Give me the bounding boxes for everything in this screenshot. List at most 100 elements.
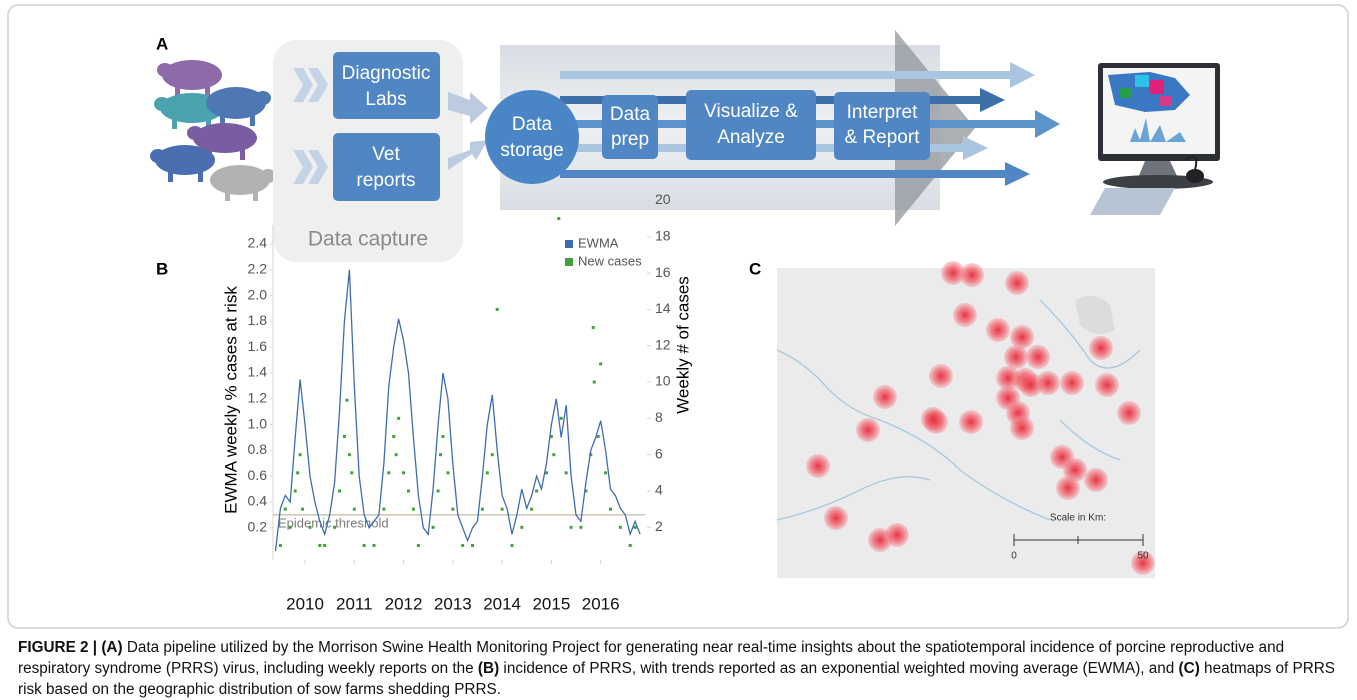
y-tick-label: 1.4 (248, 364, 268, 380)
computer-icon-part (1135, 75, 1149, 87)
case-point (579, 526, 582, 529)
heat-spot (1060, 371, 1084, 395)
y2-tick-label: 16 (655, 264, 671, 280)
pig-group-part-part (154, 97, 170, 111)
heat-spot (953, 303, 977, 327)
heat-spot (1117, 401, 1141, 425)
case-point (441, 435, 444, 438)
y2-tick-label: 20 (655, 191, 671, 207)
heat-spot (824, 506, 848, 530)
computer-icon-part (1186, 169, 1204, 183)
case-point (570, 526, 573, 529)
output-arrows-part (980, 88, 1005, 112)
case-point (323, 544, 326, 547)
case-point (299, 453, 302, 456)
case-point (343, 435, 346, 438)
computer-icon-part (1160, 96, 1172, 106)
x-tick-label: 2010 (286, 594, 324, 613)
x-tick-label: 2014 (483, 594, 521, 613)
heat-spot (960, 263, 984, 287)
case-point (481, 508, 484, 511)
case-point (333, 526, 336, 529)
case-point (530, 508, 533, 511)
pig-group-part-part (175, 84, 180, 96)
computer-icon-part (1120, 88, 1132, 98)
output-arrows-part (1005, 162, 1030, 186)
case-point (338, 489, 341, 492)
case-point (486, 471, 489, 474)
case-point (451, 508, 454, 511)
output-arrows-part (1035, 110, 1060, 138)
y2-axis-title: Weekly # of cases (673, 276, 692, 414)
case-point (402, 471, 405, 474)
case-point (597, 435, 600, 438)
heat-spot (959, 410, 983, 434)
y-tick-label: 1.6 (248, 338, 268, 354)
case-point (461, 544, 464, 547)
computer-icon-part (1150, 80, 1164, 94)
source-label-part: Labs (365, 89, 406, 110)
storage-label-part: Data (512, 114, 553, 135)
case-point (557, 217, 560, 220)
heat-spot (856, 418, 880, 442)
y-tick-label: 0.4 (248, 493, 268, 509)
case-point (609, 508, 612, 511)
case-point (395, 453, 398, 456)
panel-label: C (749, 259, 761, 278)
caption-segment: (B) (474, 660, 500, 677)
computer-icon-part (1090, 188, 1175, 215)
legend-label: New cases (578, 253, 642, 268)
case-point (350, 471, 353, 474)
case-point (417, 544, 420, 547)
y-tick-label: 0.2 (248, 518, 268, 534)
case-point (501, 508, 504, 511)
case-point (308, 526, 311, 529)
legend-swatch (565, 258, 573, 266)
x-tick-label: 2012 (385, 594, 423, 613)
caption-segment: incidence of PRRS, with trends reported … (499, 660, 1174, 677)
case-point (412, 508, 415, 511)
heat-spot (1084, 468, 1108, 492)
case-point (439, 453, 442, 456)
caption-segment: (A) (97, 639, 123, 656)
step-label-part: Interpret (847, 102, 918, 123)
heat-spot (806, 454, 830, 478)
output-arrows-part (963, 136, 988, 160)
y2-tick-label: 6 (655, 445, 663, 461)
storage-node (485, 90, 579, 184)
computer-icon (1090, 63, 1220, 215)
pig-group-part-part (240, 148, 245, 160)
storage-label-part: storage (500, 140, 563, 161)
heat-spot (1056, 476, 1080, 500)
pig-group-part-part (205, 84, 210, 96)
heat-spot (1036, 371, 1060, 395)
case-point (301, 508, 304, 511)
panel-label: B (156, 259, 168, 278)
y-tick-label: 2.0 (248, 286, 268, 302)
step-label-part: Data (610, 104, 651, 125)
y2-tick-label: 4 (655, 482, 663, 498)
case-point (560, 417, 563, 420)
case-point (289, 526, 292, 529)
case-point (318, 544, 321, 547)
pig-group-part-part (168, 170, 173, 182)
pig-group-part-part (198, 170, 203, 182)
heat-spot (1004, 345, 1028, 369)
heat-spot (921, 407, 945, 431)
pig-group-part-part (225, 190, 230, 201)
case-point (392, 435, 395, 438)
legend-label: EWMA (578, 235, 619, 250)
case-point (520, 526, 523, 529)
pig-group-part-part (172, 117, 177, 129)
case-point (294, 489, 297, 492)
case-point (604, 471, 607, 474)
case-point (634, 526, 637, 529)
pig-group-part-part (157, 63, 173, 77)
pig-group-part-part (187, 126, 203, 140)
pig-group-part (206, 87, 271, 126)
case-point (593, 381, 596, 384)
pig-group-part-part (210, 165, 270, 195)
ewma-line (276, 270, 641, 551)
pig-group-part-part (255, 91, 271, 105)
